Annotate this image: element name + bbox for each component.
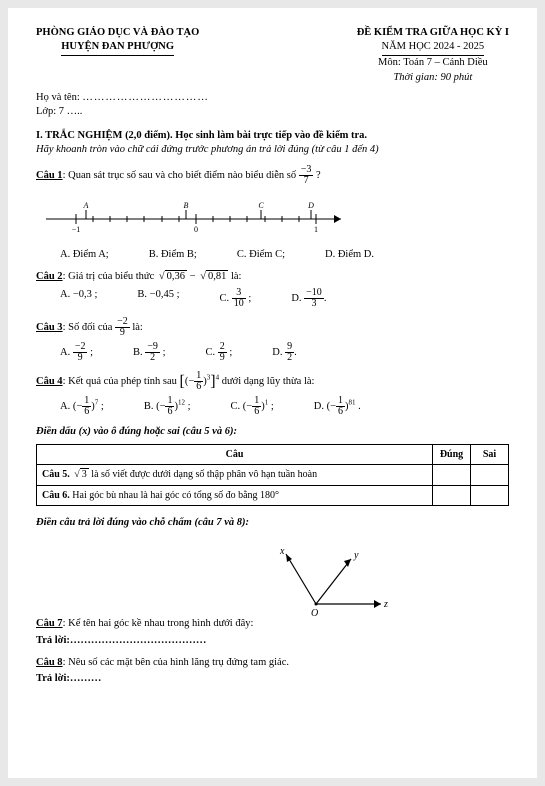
question-1: Câu 1: Quan sát trục số sau và cho biết … xyxy=(36,165,509,261)
svg-text:B: B xyxy=(184,201,189,210)
school-year: NĂM HỌC 2024 - 2025 xyxy=(382,40,485,56)
q2-choice-c: C. 310 ; xyxy=(220,288,252,309)
cau5-dung[interactable] xyxy=(433,465,471,486)
q4-choice-a: A. (−16)7 ; xyxy=(60,396,104,417)
question-4: Câu 4: Kết quả của phép tính sau [(−16)3… xyxy=(36,371,509,418)
q3-label: Câu 3 xyxy=(36,322,63,333)
svg-text:−1: −1 xyxy=(72,225,81,234)
fill-instr: Điền câu trả lời đúng vào chỗ chấm (câu … xyxy=(36,516,509,530)
svg-text:C: C xyxy=(258,201,264,210)
header-left: PHÒNG GIÁO DỤC VÀ ĐÀO TẠO HUYỆN ĐAN PHƯỢ… xyxy=(36,26,199,85)
svg-text:0: 0 xyxy=(194,225,198,234)
row-cau5: Câu 5. 3 là số viết được dưới dạng số th… xyxy=(37,465,433,486)
box-instr: Điền dấu (x) vào ô đúng hoặc sai (câu 5 … xyxy=(36,425,509,439)
svg-text:z: z xyxy=(383,599,388,610)
q1-choice-c: C. Điểm C; xyxy=(237,248,285,262)
q2-choice-b: B. −0,45 ; xyxy=(137,288,179,309)
svg-text:D: D xyxy=(307,201,314,210)
q1-choices: A. Điểm A; B. Điểm B; C. Điểm C; D. Điểm… xyxy=(60,248,509,262)
org-line1: PHÒNG GIÁO DỤC VÀ ĐÀO TẠO xyxy=(36,26,199,40)
q3-choice-c: C. 29 ; xyxy=(205,342,232,363)
angle-figure: x y z O xyxy=(256,544,396,624)
section1-instr: Hãy khoanh tròn vào chữ cái đứng trước p… xyxy=(36,143,509,157)
subject: Môn: Toán 7 – Cánh Diều xyxy=(357,56,509,70)
q4-choices: A. (−16)7 ; B. (−16)12 ; C. (−16)1 ; D. … xyxy=(60,396,509,417)
row-cau6: Câu 6. Hai góc bù nhau là hai góc có tổn… xyxy=(37,485,433,506)
cau6-dung[interactable] xyxy=(433,485,471,506)
svg-text:O: O xyxy=(311,608,318,619)
number-line-figure: −1 0 1 A B C D xyxy=(36,194,356,234)
sqrt-2: 0,81 xyxy=(198,270,228,284)
q1-fraction: −37 xyxy=(299,165,314,186)
q4-label: Câu 4 xyxy=(36,376,63,387)
q1-choice-d: D. Điểm D. xyxy=(325,248,374,262)
svg-text:y: y xyxy=(353,550,359,561)
q4-choice-b: B. (−16)12 ; xyxy=(144,396,191,417)
q2-choices: A. −0,3 ; B. −0,45 ; C. 310 ; D. −103. xyxy=(60,288,509,309)
svg-text:A: A xyxy=(83,201,89,210)
q3-choice-b: B. −92 ; xyxy=(133,342,165,363)
th-sai: Sai xyxy=(471,444,509,465)
name-field: Họ và tên: …………………………… xyxy=(36,91,509,105)
cau5-sai[interactable] xyxy=(471,465,509,486)
cau6-sai[interactable] xyxy=(471,485,509,506)
q3-fraction: −29 xyxy=(115,317,130,338)
th-dung: Đúng xyxy=(433,444,471,465)
class-field: Lớp: 7 ….. xyxy=(36,105,509,119)
duration: Thời gian: 90 phút xyxy=(357,71,509,85)
q4-choice-d: D. (−16)81 . xyxy=(314,396,361,417)
exam-page: PHÒNG GIÁO DỤC VÀ ĐÀO TẠO HUYỆN ĐAN PHƯỢ… xyxy=(8,8,537,778)
q4-choice-c: C. (−16)1 ; xyxy=(231,396,274,417)
q8-label: Câu 8 xyxy=(36,657,63,668)
org-line2: HUYỆN ĐAN PHƯỢNG xyxy=(61,40,174,56)
svg-text:x: x xyxy=(279,546,285,557)
q3-choice-a: A. −29 ; xyxy=(60,342,93,363)
q2-choice-d: D. −103. xyxy=(291,288,326,309)
header: PHÒNG GIÁO DỤC VÀ ĐÀO TẠO HUYỆN ĐAN PHƯỢ… xyxy=(36,26,509,85)
question-3: Câu 3: Số đối của −29 là: A. −29 ; B. −9… xyxy=(36,317,509,363)
true-false-table: Câu Đúng Sai Câu 5. 3 là số viết được dư… xyxy=(36,444,509,507)
q2-choice-a: A. −0,3 ; xyxy=(60,288,97,309)
q1-choice-a: A. Điểm A; xyxy=(60,248,109,262)
q3-choice-d: D. 92. xyxy=(272,342,296,363)
q8-answer[interactable]: Trả lời:……… xyxy=(36,672,509,686)
exam-title: ĐỀ KIỂM TRA GIỮA HỌC KỲ I xyxy=(357,26,509,40)
question-8: Câu 8: Nêu số các mặt bên của hình lăng … xyxy=(36,656,509,670)
q1-label: Câu 1 xyxy=(36,170,63,181)
q1-choice-b: B. Điểm B; xyxy=(149,248,197,262)
sqrt-1: 0,36 xyxy=(157,270,187,284)
svg-text:1: 1 xyxy=(314,225,318,234)
section1-title: I. TRẮC NGHIỆM (2,0 điểm). Học sinh làm … xyxy=(36,129,509,143)
question-7: Câu 7: Kể tên hai góc kề nhau trong hình… xyxy=(36,538,509,631)
question-2: Câu 2: Giá trị của biểu thức 0,36 − 0,81… xyxy=(36,270,509,309)
q2-label: Câu 2 xyxy=(36,271,63,282)
th-cau: Câu xyxy=(37,444,433,465)
q7-label: Câu 7 xyxy=(36,618,63,629)
student-meta: Họ và tên: …………………………… Lớp: 7 ….. xyxy=(36,91,509,119)
q7-answer[interactable]: Trả lời:………………………………… xyxy=(36,634,509,648)
header-right: ĐỀ KIỂM TRA GIỮA HỌC KỲ I NĂM HỌC 2024 -… xyxy=(357,26,509,85)
q3-choices: A. −29 ; B. −92 ; C. 29 ; D. 92. xyxy=(60,342,509,363)
